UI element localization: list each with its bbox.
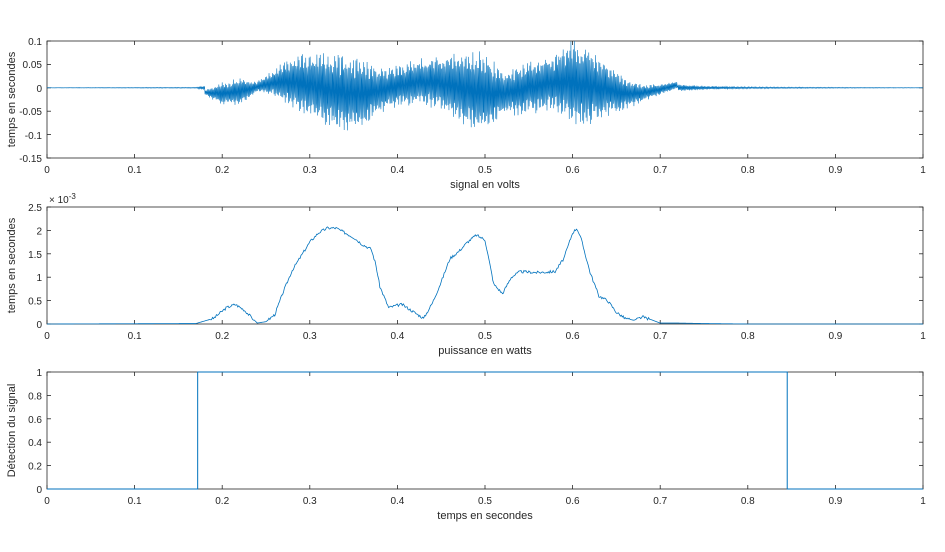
x-tick-label: 0.6 — [566, 496, 580, 507]
y-tick-label: 0.1 — [28, 37, 42, 48]
y-tick-label: 0.2 — [28, 462, 42, 473]
y-tick-label: 1.5 — [28, 250, 42, 261]
y-axis-label: temps en secondes — [6, 217, 18, 313]
y-tick-labels: 0.1 0.05 0 -0.05 -0.1 -0.15 — [19, 37, 42, 165]
x-tick-label: 0.2 — [215, 496, 229, 507]
x-tick-label: 0.4 — [390, 496, 404, 507]
y-tick-label: 0 — [36, 320, 42, 331]
y-tick-label: 2 — [36, 226, 42, 237]
x-tick-label: 0.3 — [303, 331, 317, 342]
x-tick-labels: 0 0.1 0.2 0.3 0.4 0.5 0.6 0.7 0.8 0.9 1 — [44, 165, 926, 176]
y-tick-label: 0.8 — [28, 391, 42, 402]
y-axis-label: temps en secondes — [6, 51, 18, 147]
x-tick-label: 0.8 — [741, 165, 755, 176]
y-tick-label: 2.5 — [28, 203, 42, 214]
exponent-power: -3 — [69, 192, 77, 201]
x-tick-label: 0.7 — [653, 496, 667, 507]
x-tick-label: 0.2 — [215, 331, 229, 342]
y-axis-label: Détection du signal — [6, 384, 18, 478]
subplot-signal: 0.1 0.05 0 -0.05 -0.1 -0.15 0 0.1 0.2 0.… — [6, 37, 926, 191]
signal-series-line — [46, 40, 924, 131]
x-tick-label: 0.9 — [828, 331, 842, 342]
x-tick-labels: 0 0.1 0.2 0.3 0.4 0.5 0.6 0.7 0.8 0.9 1 — [44, 331, 926, 342]
exponent-base: × 10 — [49, 195, 69, 206]
x-tick-label: 0 — [44, 331, 50, 342]
subplot-power: 2.5 2 1.5 1 0.5 0 × 10-3 0 0.1 0.2 0.3 0… — [6, 192, 926, 357]
x-tick-label: 0.3 — [303, 496, 317, 507]
y-tick-label: -0.1 — [25, 131, 43, 142]
x-tick-label: 0.7 — [653, 165, 667, 176]
y-tick-label: 0.05 — [23, 60, 43, 71]
y-tick-label: 0.5 — [28, 297, 42, 308]
subplot-detection: 1 0.8 0.6 0.4 0.2 0 0 0.1 0.2 0.3 0.4 0.… — [6, 368, 926, 522]
x-tick-label: 0.8 — [741, 331, 755, 342]
axes-box — [46, 206, 924, 325]
y-tick-label: 0 — [36, 485, 42, 496]
x-tick-label: 0.2 — [215, 165, 229, 176]
y-exponent-label: × 10-3 — [49, 192, 76, 206]
x-axis-label: temps en secondes — [437, 510, 533, 522]
x-tick-label: 0.9 — [828, 496, 842, 507]
y-tick-label: 0.4 — [28, 438, 42, 449]
y-tick-label: 0 — [36, 84, 42, 95]
x-tick-label: 0.5 — [478, 331, 492, 342]
x-tick-label: 0 — [44, 496, 50, 507]
x-tick-label: 0.5 — [478, 496, 492, 507]
y-tick-label: 0.6 — [28, 415, 42, 426]
y-tick-label: 1 — [36, 273, 42, 284]
y-tick-labels: 1 0.8 0.6 0.4 0.2 0 — [28, 368, 42, 496]
tick-marks — [46, 40, 924, 159]
x-axis-label: signal en volts — [450, 179, 520, 191]
x-tick-label: 0.8 — [741, 496, 755, 507]
x-tick-label: 0.4 — [390, 165, 404, 176]
tick-marks — [46, 371, 924, 490]
axes-box — [46, 371, 924, 490]
y-tick-label: -0.15 — [19, 154, 42, 165]
detection-series-line — [47, 371, 923, 490]
x-tick-label: 0.1 — [128, 496, 142, 507]
x-tick-label: 0.6 — [566, 331, 580, 342]
x-tick-label: 1 — [920, 331, 926, 342]
x-tick-label: 1 — [920, 496, 926, 507]
x-tick-label: 0.9 — [828, 165, 842, 176]
x-tick-label: 0.3 — [303, 165, 317, 176]
power-series-line — [47, 226, 923, 325]
y-tick-labels: 2.5 2 1.5 1 0.5 0 — [28, 203, 42, 331]
x-tick-label: 0.1 — [128, 331, 142, 342]
y-tick-label: -0.05 — [19, 107, 42, 118]
x-tick-label: 1 — [920, 165, 926, 176]
y-tick-label: 1 — [36, 368, 42, 379]
x-tick-label: 0.1 — [128, 165, 142, 176]
x-tick-label: 0.7 — [653, 331, 667, 342]
x-axis-label: puissance en watts — [438, 345, 532, 357]
x-tick-label: 0.5 — [478, 165, 492, 176]
x-tick-label: 0.4 — [390, 331, 404, 342]
x-tick-label: 0 — [44, 165, 50, 176]
x-tick-labels: 0 0.1 0.2 0.3 0.4 0.5 0.6 0.7 0.8 0.9 1 — [44, 496, 926, 507]
x-tick-label: 0.6 — [566, 165, 580, 176]
